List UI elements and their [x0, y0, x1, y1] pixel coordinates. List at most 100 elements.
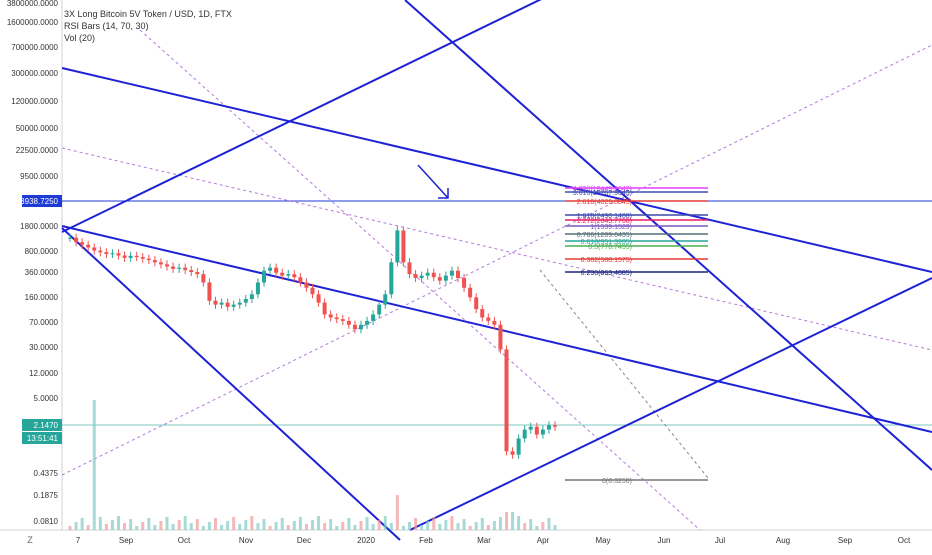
x-tick-label: Nov — [239, 536, 253, 545]
x-tick-label: Apr — [537, 536, 550, 545]
candle-body — [486, 317, 491, 321]
y-tick-label: 300000.0000 — [11, 69, 58, 78]
candle-body — [504, 349, 509, 452]
candle-body — [231, 304, 236, 307]
candle-body — [171, 266, 176, 269]
volume-bar — [323, 523, 327, 530]
volume-bar — [450, 516, 454, 530]
candle-body — [158, 262, 163, 265]
candle-body — [140, 257, 145, 259]
blue-trendline-1 — [61, 67, 932, 273]
candle-body — [377, 304, 382, 315]
candle-body — [292, 274, 297, 278]
fib-level-label: 0.236(363.4885) — [581, 270, 632, 277]
y-tick-label: 160.0000 — [25, 293, 59, 302]
fib-level-label: 0(0.3250) — [602, 478, 632, 485]
x-tick-label: Dec — [297, 536, 311, 545]
volume-bar — [274, 522, 278, 530]
candle-body — [189, 270, 194, 273]
volume-bar — [201, 526, 205, 530]
candle-body — [437, 277, 442, 281]
price-marker-bg — [22, 432, 62, 444]
fib-level-label: 1(1539.1529) — [590, 224, 632, 231]
candle-body — [528, 426, 533, 430]
y-tick-label: 22500.0000 — [16, 146, 59, 155]
dashed-trend-3 — [139, 29, 701, 531]
candle-body — [116, 253, 121, 256]
candle-body — [401, 230, 406, 263]
fib-diagonal — [539, 269, 709, 479]
volume-bar — [304, 524, 308, 530]
volume-bar — [529, 519, 533, 530]
y-tick-label: 0.1875 — [34, 491, 59, 500]
fib-level-label: 0.5(770.7455) — [588, 244, 632, 251]
candle-body — [474, 297, 479, 310]
blue-trendline-2 — [61, 225, 932, 433]
volume-bar — [104, 524, 108, 530]
volume-bar — [438, 524, 442, 530]
candle-body — [468, 287, 473, 298]
volume-bar — [292, 521, 296, 530]
volume-bar — [298, 517, 302, 530]
volume-bar — [250, 516, 254, 530]
volume-bar — [383, 516, 387, 530]
indicator-rsi-bars: RSI Bars (14, 70, 30) — [64, 21, 149, 31]
x-tick-label: Feb — [419, 536, 433, 545]
volume-bar — [177, 520, 181, 530]
candle-body — [480, 309, 485, 318]
candle-body — [249, 294, 254, 299]
y-tick-label: 70.0000 — [29, 318, 58, 327]
candle-body — [262, 270, 266, 283]
fib-level-label: 0.786(1209.6435) — [577, 232, 632, 239]
candle-body — [152, 260, 157, 263]
candle-body — [383, 294, 388, 305]
volume-bar — [256, 523, 260, 530]
volume-bar — [523, 523, 527, 530]
volume-bar — [244, 520, 248, 530]
volume-bar — [153, 525, 157, 530]
volume-bar — [171, 524, 175, 530]
volume-bar — [492, 521, 496, 530]
volume-bar — [183, 516, 187, 530]
candle-body — [207, 282, 212, 301]
fib-level-label: 4.236(18449.8642) — [573, 186, 632, 193]
y-tick-label: 360.0000 — [25, 268, 59, 277]
candle-body — [195, 272, 200, 275]
x-tick-label: Mar — [477, 536, 491, 545]
volume-bar — [432, 517, 436, 530]
price-marker-bg — [22, 195, 62, 207]
candle-body — [540, 429, 545, 435]
candle-body — [359, 324, 363, 330]
volume-bar — [268, 526, 272, 530]
candle-body — [134, 255, 139, 258]
candle-body — [286, 274, 291, 276]
y-tick-label: 0.0810 — [34, 517, 59, 526]
volume-bar — [280, 518, 284, 530]
candle-body — [352, 324, 357, 330]
volume-bar — [123, 523, 127, 530]
volume-bar — [226, 521, 230, 530]
candle-body — [443, 275, 448, 281]
log-scale-z-button[interactable]: Z — [27, 535, 33, 545]
volume-bar — [395, 495, 399, 530]
x-tick-label: Oct — [178, 536, 191, 545]
candle-body — [334, 317, 339, 320]
volume-bar — [214, 518, 217, 530]
candle-body — [365, 320, 370, 325]
candle-body — [498, 324, 503, 350]
x-tick-label: 7 — [76, 536, 81, 545]
candle-body — [371, 314, 376, 321]
volume-bar — [189, 523, 193, 530]
volume-bar — [486, 525, 490, 530]
fib-level-label: 2.618(4029.8845) — [577, 199, 632, 206]
x-tick-label: 2020 — [357, 536, 375, 545]
x-tick-label: Sep — [119, 536, 134, 545]
volume-bar — [159, 521, 163, 530]
volume-bar — [165, 517, 169, 530]
volume-bar — [468, 526, 472, 530]
candle-body — [255, 282, 260, 295]
volume-bar — [135, 526, 139, 530]
chart-legend: 3X Long Bitcoin 5V Token / USD, 1D, FTX … — [64, 8, 232, 44]
